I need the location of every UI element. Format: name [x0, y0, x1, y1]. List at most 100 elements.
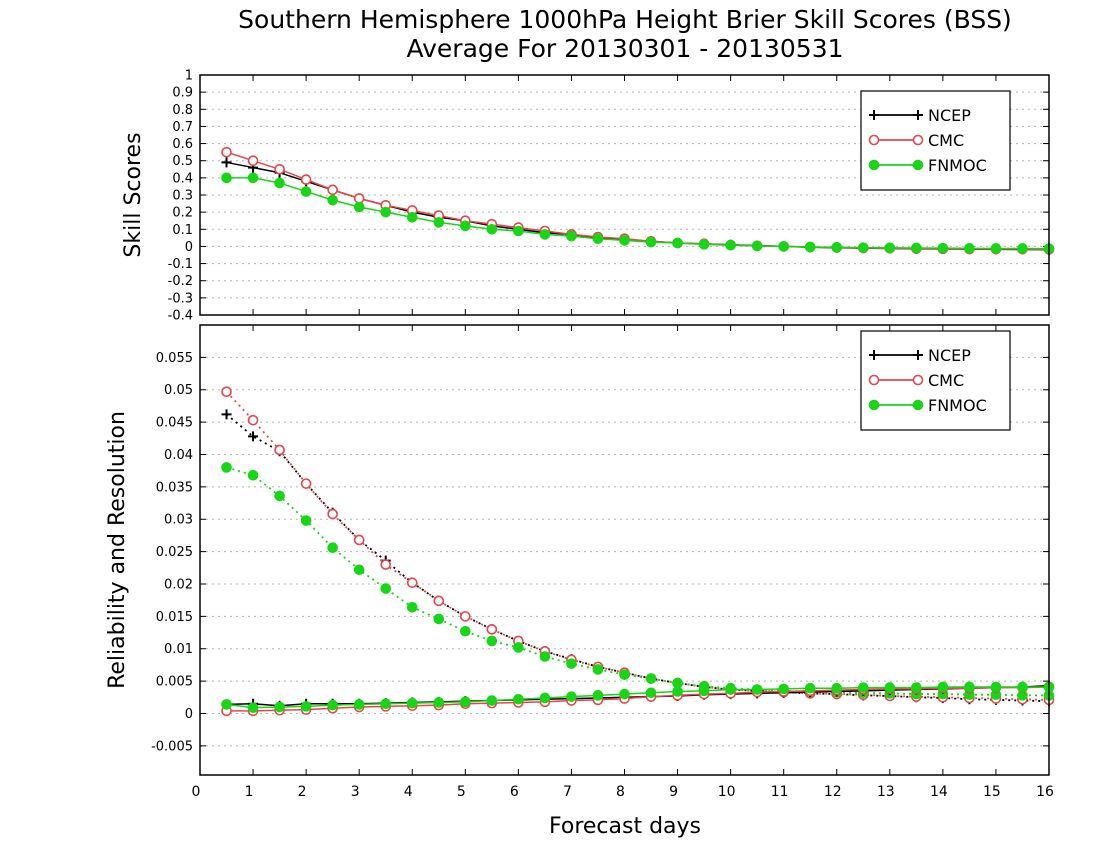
skill-scores-y-axis-label: Skill Scores: [121, 132, 146, 257]
data-point-fnmoc: [353, 564, 365, 576]
data-point-ncep: [248, 431, 259, 442]
series-fnmoc-reliability: [221, 681, 1055, 713]
data-point-fnmoc: [513, 642, 524, 653]
x-tick-label: 13: [877, 784, 895, 800]
data-point-fnmoc: [300, 701, 312, 712]
series-line-cmc: [226, 686, 1050, 712]
data-point-fnmoc: [911, 682, 922, 693]
data-point-fnmoc: [380, 583, 392, 594]
data-point-fnmoc: [645, 673, 657, 684]
data-point-fnmoc: [566, 658, 577, 669]
x-tick-label: 9: [669, 784, 678, 800]
x-tick-label: 5: [457, 784, 466, 800]
data-point-fnmoc: [725, 239, 736, 251]
data-point-cmc: [221, 146, 232, 158]
skill-scores-y-tick-label: 0.2: [172, 206, 193, 221]
x-tick-label: 15: [983, 784, 1001, 800]
skill-scores-plot-frame: [199, 74, 1050, 316]
data-point-fnmoc: [433, 217, 445, 228]
data-point-cmc: [380, 559, 392, 570]
skill-scores-y-tick-label: 1: [185, 69, 193, 84]
data-point-fnmoc: [460, 220, 471, 232]
data-point-fnmoc: [990, 681, 1002, 693]
data-point-fnmoc: [406, 697, 418, 709]
data-point-fnmoc: [937, 242, 949, 254]
legend-label-cmc: CMC: [928, 371, 964, 390]
reliability-resolution-y-tick-label: -0.005: [151, 739, 193, 754]
data-point-cmc: [353, 534, 365, 546]
skill-scores-y-tick-label: 0.4: [172, 171, 193, 186]
reliability-resolution-y-tick-label: 0.01: [164, 642, 193, 657]
data-point-fnmoc: [831, 241, 843, 253]
data-point-cmc: [406, 577, 418, 588]
data-point-fnmoc: [1017, 243, 1028, 254]
skill-scores-legend: NCEP CMC FNMOC: [860, 90, 1011, 191]
data-point-fnmoc: [619, 688, 630, 700]
data-point-fnmoc: [645, 687, 657, 699]
legend-marker-fnmoc: [912, 159, 924, 171]
legend-entry-fnmoc: FNMOC: [868, 396, 987, 415]
x-tick-label: 3: [351, 784, 360, 800]
reliability-resolution-y-tick-label: 0.015: [156, 610, 193, 625]
data-point-fnmoc: [460, 696, 471, 708]
reliability-resolution-y-tick-label: 0: [185, 707, 193, 722]
data-point-fnmoc: [460, 625, 471, 637]
skill-scores-series: [221, 146, 1055, 255]
legend-marker-ncep: [913, 350, 923, 360]
legend-marker-fnmoc: [912, 399, 924, 411]
x-tick-label: 12: [824, 784, 842, 800]
data-point-ncep: [221, 157, 232, 168]
x-tick-label: 4: [404, 784, 413, 800]
data-point-cmc: [327, 508, 338, 520]
legend-label-ncep: NCEP: [928, 106, 971, 125]
legend-label-fnmoc: FNMOC: [928, 396, 987, 415]
data-point-fnmoc: [698, 239, 710, 250]
reliability-resolution-y-ticks: -0.005 0 0.005 0.01 0.015 0.02 0.025 0.03 0.035 0…: [151, 325, 1050, 775]
data-point-cmc: [353, 193, 365, 204]
data-point-fnmoc: [433, 613, 445, 625]
reliability-resolution-y-tick-label: 0.005: [156, 675, 193, 690]
data-point-fnmoc: [221, 699, 232, 710]
data-point-fnmoc: [778, 683, 789, 695]
data-point-fnmoc: [778, 241, 789, 252]
reliability-resolution-panel: -0.005 0 0.005 0.01 0.015 0.02 0.025 0.03 0.035 0…: [105, 324, 1055, 776]
skill-scores-y-tick-label: 0.5: [172, 154, 193, 169]
data-point-fnmoc: [539, 651, 551, 662]
data-point-fnmoc: [725, 684, 736, 695]
data-point-fnmoc: [406, 602, 418, 613]
legend-marker-ncep: [869, 110, 879, 120]
data-point-fnmoc: [274, 490, 285, 502]
legend-label-cmc: CMC: [928, 131, 964, 150]
legend-marker-ncep: [869, 350, 879, 360]
data-point-cmc: [247, 414, 259, 426]
data-point-fnmoc: [645, 236, 657, 248]
reliability-resolution-y-tick-label: 0.035: [156, 480, 193, 495]
data-point-fnmoc: [857, 242, 869, 253]
legend-entry-cmc: CMC: [868, 131, 964, 150]
series-line-cmc: [225, 391, 1050, 701]
x-tick-label: 16: [1036, 784, 1054, 800]
data-point-fnmoc: [751, 240, 763, 252]
reliability-resolution-y-tick-label: 0.04: [164, 448, 193, 463]
reliability-resolution-series: [221, 386, 1055, 717]
data-point-cmc: [327, 184, 338, 196]
data-point-fnmoc: [380, 698, 392, 710]
data-point-fnmoc: [486, 695, 498, 706]
legend-entry-fnmoc: FNMOC: [868, 156, 987, 175]
legend-marker-cmc: [912, 134, 924, 146]
legend-marker-fnmoc: [868, 159, 880, 171]
legend-entry-cmc: CMC: [868, 371, 964, 390]
data-point-fnmoc: [857, 682, 869, 693]
x-tick-label: 2: [298, 784, 307, 800]
reliability-resolution-y-tick-label: 0.025: [156, 545, 193, 560]
data-point-fnmoc: [619, 669, 630, 680]
data-point-fnmoc: [831, 682, 843, 694]
x-axis-ticks: 0 1 2 3 4 5 6 7 8 9 10 11 12 13 14 15 16: [192, 784, 1054, 800]
skill-scores-y-tick-label: -0.4: [168, 309, 193, 324]
x-tick-label: 1: [245, 784, 254, 800]
series-fnmoc-resolution: [221, 462, 1055, 701]
data-point-fnmoc: [327, 699, 338, 711]
data-point-fnmoc: [566, 691, 577, 702]
data-point-fnmoc: [937, 681, 949, 693]
skill-scores-y-tick-label: -0.2: [168, 274, 193, 289]
